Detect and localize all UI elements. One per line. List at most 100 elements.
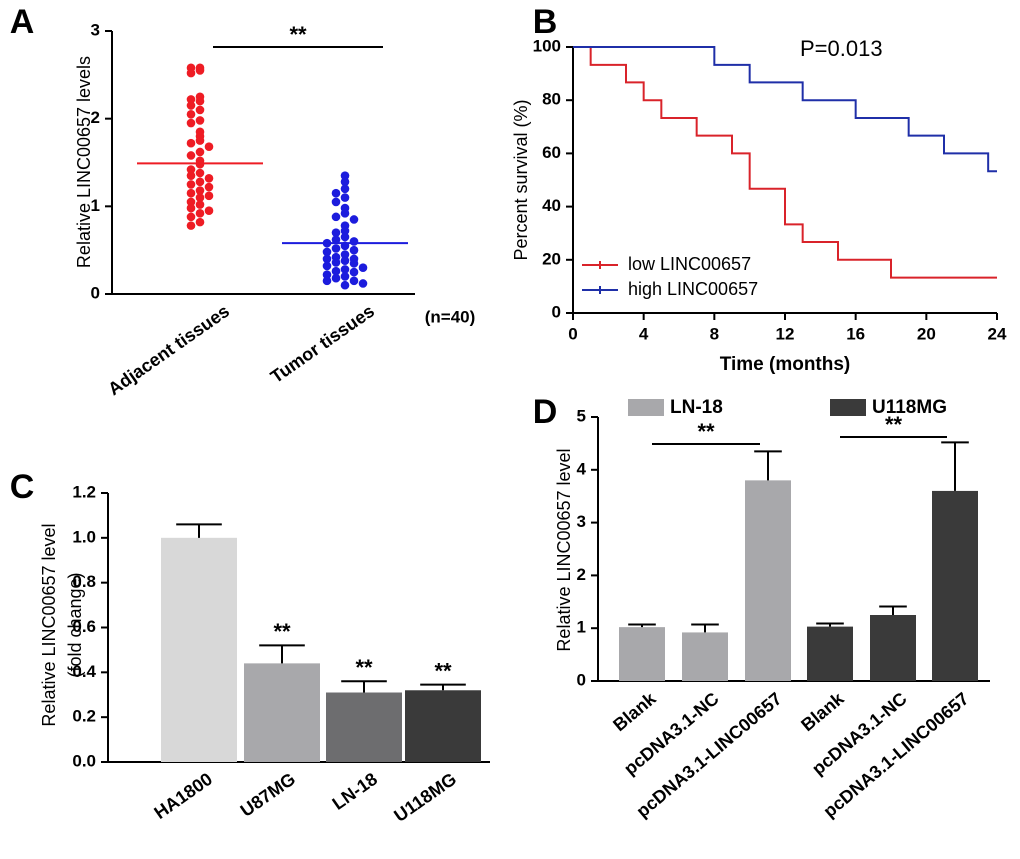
x-tick-label: U118MG — [390, 769, 460, 826]
y-tick-label: 100 — [533, 36, 561, 55]
data-point — [186, 212, 196, 222]
data-point — [186, 221, 196, 230]
y-axis-label: Relative LINC00657 levels — [74, 56, 94, 268]
x-tick-label: Tumor tissues — [267, 301, 378, 387]
x-axis-label: Time (months) — [720, 354, 851, 375]
x-tick-label: Adjacent tissues — [104, 301, 233, 399]
data-point — [340, 232, 350, 242]
y-tick-label: 5 — [577, 406, 586, 425]
error-bar — [754, 450, 782, 481]
bar — [807, 626, 853, 681]
significance: ** — [289, 22, 307, 47]
data-point — [331, 273, 341, 283]
data-point — [331, 258, 341, 267]
x-tick-label: HA1800 — [150, 769, 216, 823]
x-tick-label: 16 — [846, 324, 865, 343]
data-point — [322, 254, 332, 264]
legend-label: low LINC00657 — [628, 254, 751, 274]
data-point — [331, 244, 341, 253]
data-point — [349, 245, 359, 255]
data-point — [322, 247, 332, 257]
y-tick-label: 40 — [542, 196, 561, 215]
data-point — [186, 188, 196, 198]
legend-label: high LINC00657 — [628, 279, 758, 299]
y-tick-label: 4 — [577, 459, 587, 478]
data-point — [204, 182, 214, 192]
panel-letter: B — [533, 3, 558, 41]
error-bar — [816, 622, 844, 627]
y-axis-label: Relative LINC00657 level — [554, 448, 574, 651]
significance: ** — [697, 419, 715, 444]
bar — [745, 480, 791, 681]
y-tick-label: 2 — [577, 565, 586, 584]
bar — [244, 663, 320, 762]
y-axis-label: Relative LINC00657 level — [39, 523, 59, 726]
data-point — [186, 180, 196, 189]
data-point — [186, 68, 196, 78]
data-point — [186, 151, 196, 160]
y-tick-label: 60 — [542, 143, 561, 162]
data-point — [358, 279, 368, 288]
sample-note: (n=40) — [425, 307, 476, 326]
x-tick-label: 24 — [988, 324, 1007, 343]
bar — [619, 627, 665, 681]
y-tick-label: 20 — [542, 249, 561, 268]
legend-swatch — [628, 399, 664, 416]
data-point — [331, 235, 341, 244]
y-tick-label: 1 — [91, 196, 100, 215]
data-point — [195, 96, 205, 106]
y-tick-label: 0.6 — [72, 617, 96, 636]
data-point — [340, 256, 350, 265]
bar — [161, 537, 237, 762]
bar — [870, 615, 916, 681]
y-tick-label: 0 — [91, 283, 100, 302]
data-point — [340, 265, 350, 274]
data-point — [349, 259, 359, 268]
y-axis-label: (fold change) — [65, 572, 85, 677]
data-point — [340, 193, 350, 202]
x-tick-label: 20 — [917, 324, 936, 343]
y-tick-label: 0.4 — [72, 662, 96, 681]
data-point — [349, 267, 359, 277]
y-tick-label: 2 — [91, 108, 100, 127]
y-tick-label: 0.0 — [72, 751, 96, 770]
data-point — [322, 270, 332, 280]
data-point — [186, 197, 196, 207]
bar — [682, 632, 728, 681]
data-point — [340, 171, 350, 180]
data-point — [195, 200, 205, 209]
error-bar — [691, 623, 719, 633]
data-point — [331, 266, 341, 276]
data-point — [331, 212, 341, 222]
data-point — [322, 276, 332, 286]
significance: ** — [434, 658, 452, 683]
data-point — [349, 215, 359, 224]
error-bar — [420, 683, 466, 691]
x-tick-label: Blank — [797, 688, 848, 735]
y-tick-label: 3 — [577, 512, 586, 531]
x-tick-label: LN-18 — [329, 769, 381, 814]
data-point — [331, 188, 341, 198]
panel-letter: D — [533, 393, 558, 431]
y-tick-label: 0.8 — [72, 572, 96, 591]
error-bar — [341, 680, 387, 693]
data-point — [340, 272, 350, 281]
y-tick-label: 0 — [577, 670, 586, 689]
legend-label: U118MG — [872, 397, 947, 418]
data-point — [340, 184, 350, 194]
data-point — [186, 109, 196, 119]
data-point — [204, 142, 214, 152]
data-point — [340, 177, 350, 187]
data-point — [195, 193, 205, 202]
error-bar — [259, 644, 305, 664]
data-point — [186, 118, 196, 128]
data-point — [331, 197, 341, 207]
data-point — [195, 168, 205, 178]
y-tick-label: 0.2 — [72, 707, 96, 726]
data-point — [195, 147, 205, 157]
error-bar — [879, 605, 907, 615]
panel-letter: A — [10, 3, 35, 41]
data-point — [349, 237, 359, 246]
data-point — [340, 209, 350, 218]
bar — [932, 490, 978, 681]
